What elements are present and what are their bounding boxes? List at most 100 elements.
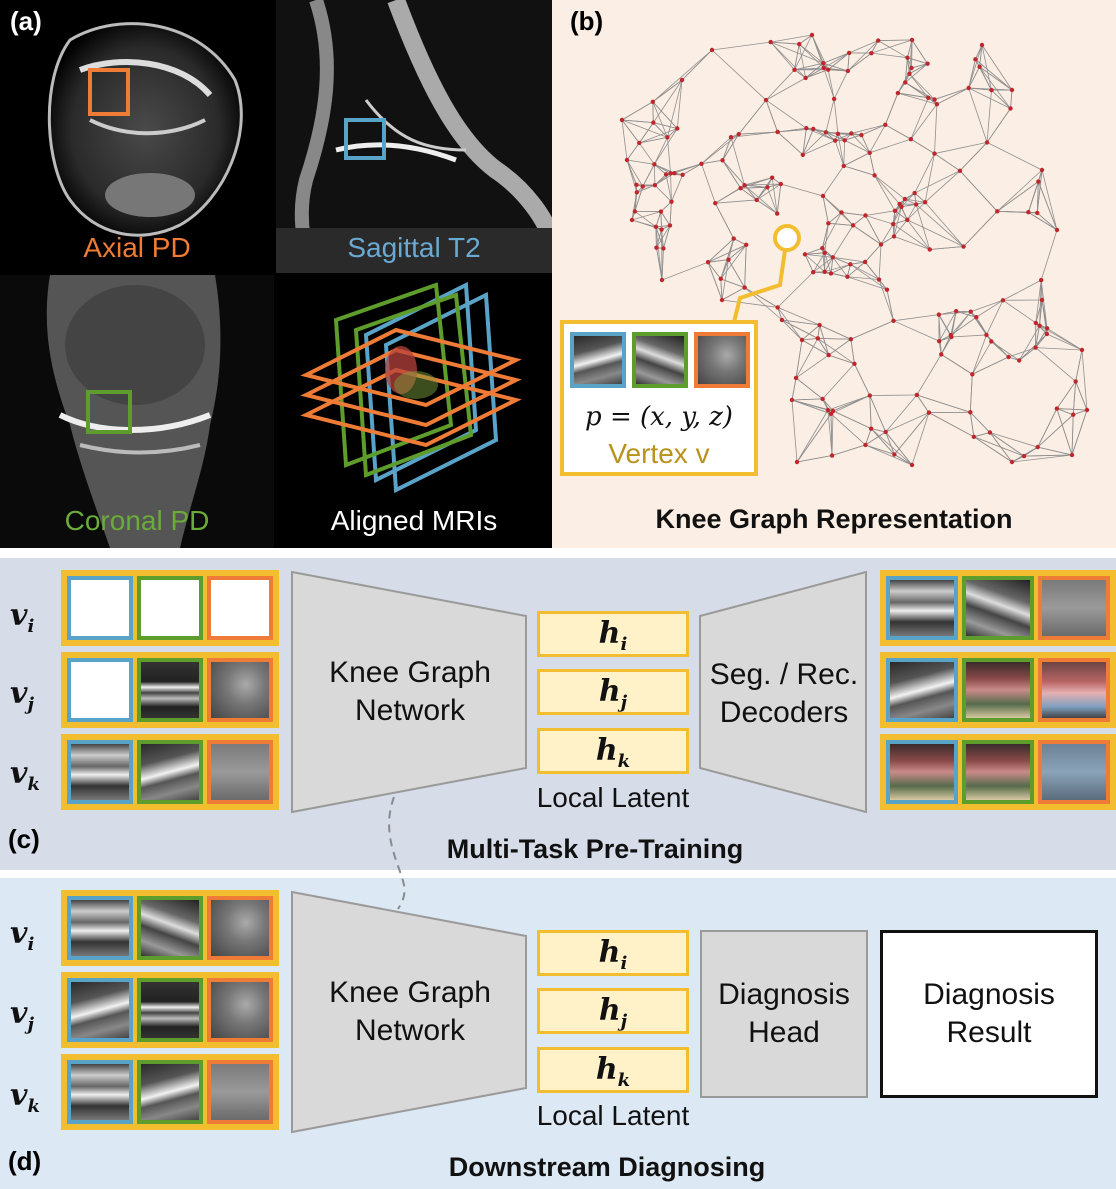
graph-edge	[894, 454, 913, 466]
downstream-network-label: Knee Graph Network	[329, 976, 491, 1047]
graph-edge	[892, 223, 930, 250]
graph-edge	[1037, 408, 1058, 448]
graph-node	[797, 41, 802, 47]
graph-edge	[828, 354, 855, 365]
reconstructed-patch	[962, 576, 1034, 640]
graph-node	[1054, 406, 1060, 411]
graph-node	[817, 322, 822, 328]
graph-edge	[639, 136, 668, 144]
graph-node	[665, 135, 670, 140]
graph-node	[820, 396, 825, 402]
graph-edge	[897, 92, 929, 99]
graph-edge	[711, 41, 771, 51]
graph-edge	[728, 259, 745, 288]
graph-edge	[722, 159, 745, 186]
graph-edge	[707, 262, 723, 301]
reconstructed-patch	[1038, 740, 1110, 804]
graph-edge	[777, 271, 814, 308]
graph-edge	[801, 337, 818, 341]
graph-edge	[828, 338, 852, 356]
graph-edge	[865, 431, 886, 446]
graph-node	[1017, 358, 1022, 363]
graph-node	[890, 221, 896, 227]
graph-edge	[847, 52, 872, 72]
panel-c-caption: Multi-Task Pre-Training	[446, 834, 744, 864]
graph-edge	[722, 137, 732, 161]
graph-edge	[802, 128, 814, 156]
graph-edge	[638, 142, 655, 165]
graph-edge	[656, 229, 662, 248]
graph-node	[926, 410, 932, 415]
graph-node	[1070, 412, 1076, 417]
graph-node	[841, 163, 846, 169]
graph-edge	[1046, 333, 1083, 351]
graph-edge	[1075, 349, 1083, 382]
latent-caption: Local Latent	[536, 782, 690, 813]
graph-edge	[652, 49, 713, 103]
graph-node	[775, 129, 780, 135]
graph-edge	[819, 324, 852, 340]
graph-node	[619, 117, 625, 123]
graph-node	[974, 315, 979, 320]
graph-edge	[969, 374, 973, 413]
graph-edge	[986, 334, 1009, 358]
graph-edge	[626, 159, 644, 187]
graph-node	[932, 97, 937, 102]
graph-node	[1079, 347, 1085, 353]
graph-node	[728, 135, 734, 140]
graph-edge	[1071, 414, 1074, 456]
graph-edge	[653, 122, 668, 138]
graph-edge	[652, 101, 678, 129]
graph-edge	[781, 319, 803, 341]
graph-node	[742, 285, 747, 290]
graph-node	[909, 462, 915, 468]
graph-edge	[711, 49, 767, 101]
graph-edge	[653, 122, 678, 129]
graph-node	[713, 200, 718, 206]
row-label-vi: vi	[10, 598, 35, 637]
graph-edge	[934, 142, 988, 154]
graph-edge	[951, 334, 987, 338]
masked-patch	[67, 576, 133, 640]
graph-node	[936, 338, 942, 344]
graph-edge	[823, 52, 850, 69]
graph-edge	[871, 40, 879, 54]
diagnosis-head: Diagnosis Head	[700, 930, 868, 1098]
input-strip-vj	[61, 652, 279, 728]
graph-edge	[798, 34, 813, 45]
graph-edge	[776, 183, 782, 214]
graph-edge	[824, 263, 851, 273]
graph-edge	[907, 57, 910, 74]
graph-edge	[865, 444, 913, 466]
graph-node	[892, 208, 898, 213]
graph-node	[1038, 277, 1044, 283]
knee-graph	[619, 32, 1090, 468]
graph-edge	[825, 98, 835, 133]
panel-c: vi vj vk Knee Graph Network hi hj hk Loc…	[0, 558, 1116, 870]
graph-node	[925, 61, 930, 66]
graph-node	[1021, 453, 1027, 459]
graph-node	[995, 209, 1000, 214]
mri-patch	[207, 740, 273, 804]
panel-b-tag: (b)	[570, 6, 604, 36]
graph-edge	[667, 79, 683, 138]
graph-edge	[833, 98, 839, 134]
graph-edge	[907, 57, 928, 65]
graph-edge	[885, 124, 912, 140]
axial-pd-label: Axial PD	[83, 232, 191, 263]
graph-node	[984, 140, 990, 145]
row-label-vk: vk	[10, 1078, 40, 1117]
mri-patch	[67, 1060, 133, 1124]
graph-node	[1084, 407, 1090, 413]
graph-edge	[878, 279, 894, 321]
graph-node	[878, 242, 884, 247]
graph-edge	[823, 62, 848, 72]
graph-node	[1033, 345, 1038, 350]
graph-edge	[720, 244, 747, 280]
graph-edge	[924, 170, 961, 203]
graph-node	[637, 140, 642, 146]
aligned-mris-image	[300, 281, 522, 494]
graph-edge	[874, 175, 906, 200]
graph-node	[821, 60, 826, 66]
graph-edge	[721, 287, 745, 301]
